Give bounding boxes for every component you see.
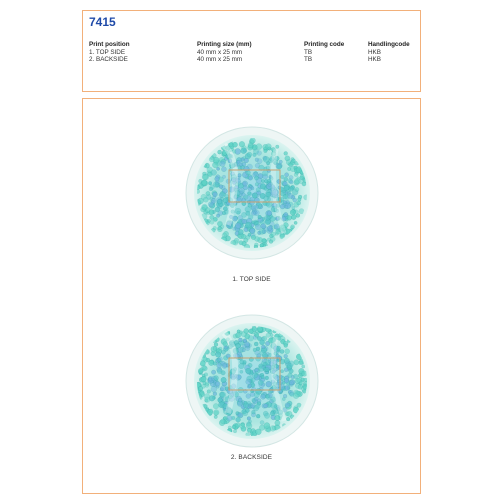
handling-code-column: Handlingcode HKB HKB xyxy=(368,41,410,64)
product-views-panel: 1. TOP SIDE 2. BACKSIDE xyxy=(82,98,421,494)
gel-pack-top-graphic xyxy=(185,126,319,260)
printing-code-column: Printing code TB TB xyxy=(304,41,344,64)
gel-pack-back-graphic xyxy=(185,314,319,448)
gel-pack-top-image xyxy=(184,125,320,261)
top-side-caption: 1. TOP SIDE xyxy=(232,276,271,283)
printing-size-column: Printing size (mm) 40 mm x 25 mm 40 mm x… xyxy=(197,41,252,64)
printing-size-value: 40 mm x 25 mm xyxy=(197,48,243,56)
article-number: 7415 xyxy=(89,15,116,29)
print-position-value: 1. TOP SIDE xyxy=(89,48,126,56)
printing-code-value: TB xyxy=(304,56,313,64)
print-spec-header: 7415 Print position 1. TOP SIDE 2. BACKS… xyxy=(82,10,421,92)
handling-code-value: HKB xyxy=(368,56,381,64)
print-position-value: 2. BACKSIDE xyxy=(89,56,128,64)
print-position-column: Print position 1. TOP SIDE 2. BACKSIDE xyxy=(89,41,130,64)
gel-pack-back-image xyxy=(184,313,320,449)
printing-size-header: Printing size (mm) xyxy=(197,41,252,48)
handling-code-header: Handlingcode xyxy=(368,41,410,48)
printing-code-header: Printing code xyxy=(304,41,345,48)
handling-code-value: HKB xyxy=(368,48,381,56)
back-side-caption: 2. BACKSIDE xyxy=(230,454,273,461)
printing-code-value: TB xyxy=(304,48,313,56)
print-position-header: Print position xyxy=(89,41,130,48)
printing-size-value: 40 mm x 25 mm xyxy=(197,56,243,64)
